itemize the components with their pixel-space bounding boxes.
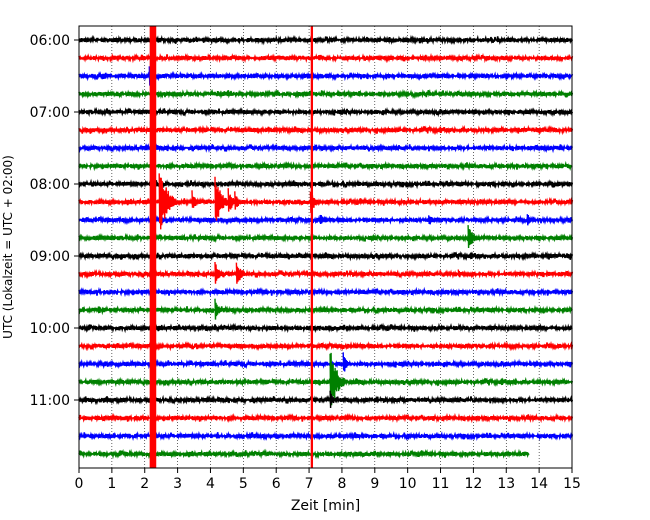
event-spike [214,261,224,284]
trace-row [78,143,574,154]
trace-row [78,124,574,136]
event-spike [214,176,229,221]
y-tick-label: 08:00 [30,177,70,193]
event-spike [97,306,106,314]
event-spike [235,262,247,284]
trace-row [78,286,574,298]
event-spike [457,269,465,277]
x-tick-label: 8 [337,476,346,492]
x-axis-ticks: 0 1 2 3 4 5 6 7 8 9 10 11 12 13 14 15 [75,468,581,492]
trace-row [78,430,574,442]
x-tick-label: 14 [530,476,548,492]
trace-row [78,34,574,46]
x-tick-label: 3 [173,476,182,492]
trace-row [78,268,574,280]
x-tick-label: 7 [305,476,314,492]
event-spike [234,191,243,210]
event-spike [428,215,436,225]
x-tick-label: 4 [206,476,215,492]
y-tick-label: 07:00 [30,105,70,121]
y-tick-label: 10:00 [30,321,70,337]
trace-row [78,394,574,406]
x-tick-label: 2 [140,476,149,492]
trace-row [78,52,574,64]
y-tick-label: 06:00 [30,33,70,49]
event-spike [329,352,346,406]
x-tick-label: 11 [432,476,450,492]
trace-row [78,358,574,370]
trace-row [78,412,574,424]
event-spans [149,26,314,468]
x-tick-label: 5 [239,476,248,492]
plot-frame [78,25,573,469]
event-spike [342,352,352,372]
trace-row [78,340,574,352]
event-span [149,26,157,468]
event-spike [526,214,535,226]
event-spike [319,214,328,225]
x-tick-label: 6 [272,476,281,492]
y-axis-ticks: 06:00 07:00 08:00 09:00 10:00 11:00 [30,33,79,409]
trace-row [78,322,573,334]
trace-row [78,88,574,100]
trace-row [78,448,530,460]
trace-row [78,304,573,316]
trace-row [78,232,574,244]
x-tick-label: 0 [75,476,84,492]
y-tick-label: 11:00 [30,393,70,409]
event-spike [191,190,201,208]
x-axis-title: Zeit [min] [291,498,360,514]
event-spike [329,390,338,409]
trace-row [78,376,574,388]
trace-row [78,250,574,262]
trace-row [78,160,573,172]
trace-row [78,106,574,118]
x-tick-label: 10 [399,476,417,492]
event-spike [158,173,176,230]
x-tick-label: 9 [370,476,379,492]
seismogram-traces [78,34,574,460]
y-axis-title: UTC (Lokalzeit = UTC + 02:00) [1,155,15,339]
event-spike [467,225,479,249]
x-tick-label: 12 [464,476,482,492]
y-tick-label: 09:00 [30,249,70,265]
trace-row [78,70,574,82]
x-tick-label: 13 [497,476,515,492]
x-tick-label: 15 [563,476,581,492]
event-span [310,26,314,468]
x-tick-label: 1 [107,476,116,492]
event-spike [214,298,224,320]
